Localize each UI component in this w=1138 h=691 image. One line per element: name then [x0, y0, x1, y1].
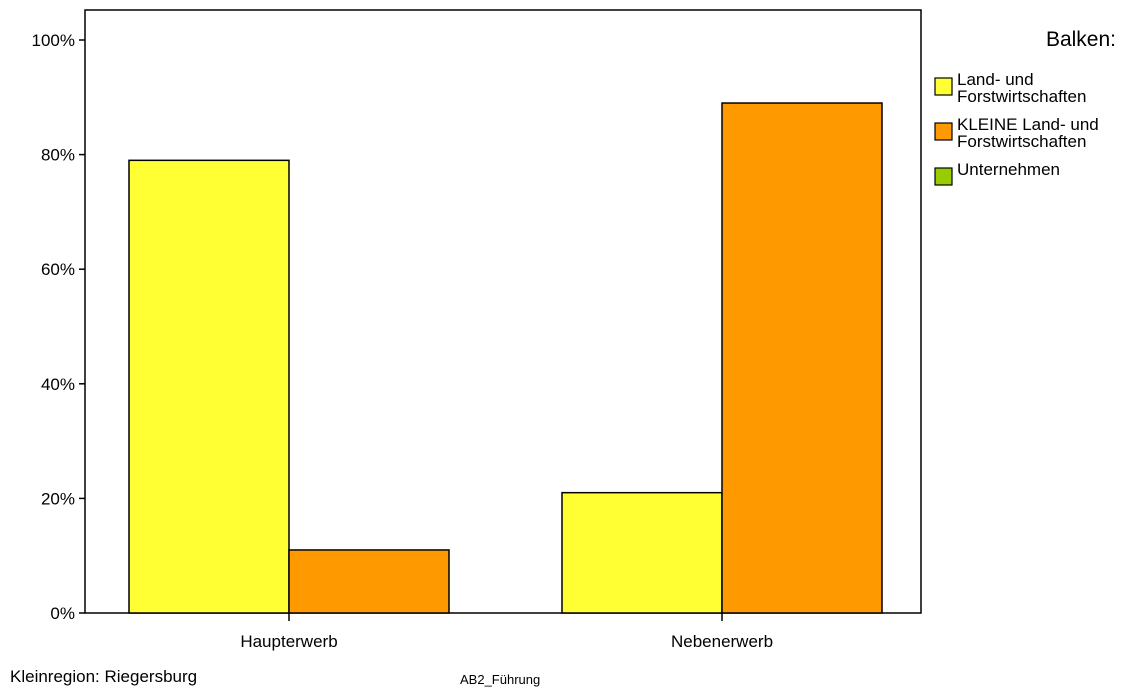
bar-nebenerwerb-series-1	[561, 491, 723, 614]
legend-title: Balken:	[1046, 28, 1116, 51]
bar-haupterwerb-series-2	[288, 549, 450, 614]
legend: Balken:Land- undForstwirtschaftenKLEINE …	[934, 28, 1116, 186]
legend-label: Unternehmen	[957, 160, 1060, 179]
y-tick-label: 20%	[41, 489, 75, 508]
legend-label: KLEINE Land- und	[957, 115, 1099, 134]
y-tick-label: 100%	[32, 31, 75, 50]
legend-label: Forstwirtschaften	[957, 132, 1086, 151]
legend-swatch	[934, 167, 953, 186]
x-tick-label: Nebenerwerb	[671, 632, 773, 651]
legend-label: Forstwirtschaften	[957, 87, 1086, 106]
y-axis: 0% 20% 40% 60% 80% 100%	[32, 31, 85, 623]
y-tick-label: 40%	[41, 375, 75, 394]
footer-region-label: Kleinregion: Riegersburg	[10, 667, 197, 686]
x-axis: Haupterwerb Nebenerwerb	[240, 613, 773, 651]
legend-swatch	[934, 122, 953, 141]
legend-label: Land- und	[957, 70, 1034, 89]
footer-variable-label: AB2_Führung	[460, 672, 540, 687]
bar-nebenerwerb-series-2	[721, 102, 883, 614]
bars-group	[128, 102, 883, 614]
bar-haupterwerb-series-1	[128, 159, 290, 614]
y-tick-label: 0%	[50, 604, 75, 623]
legend-swatch	[934, 77, 953, 96]
x-tick-label: Haupterwerb	[240, 632, 337, 651]
y-tick-label: 80%	[41, 146, 75, 165]
y-tick-label: 60%	[41, 260, 75, 279]
